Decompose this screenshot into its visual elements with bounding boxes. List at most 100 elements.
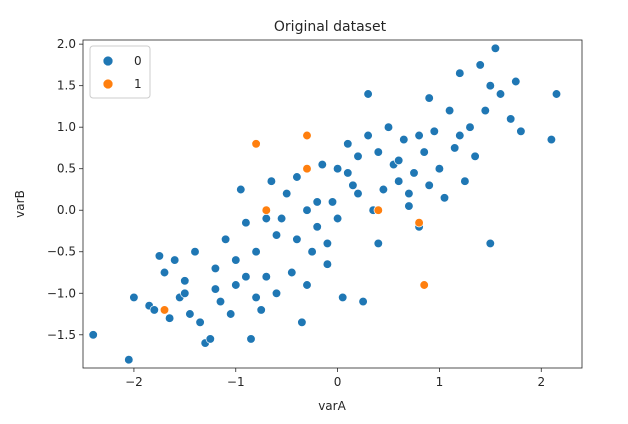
x-axis-label: varA xyxy=(318,399,346,413)
legend: 01 xyxy=(89,45,151,99)
point-series-0 xyxy=(297,317,307,327)
point-series-0 xyxy=(343,139,353,149)
point-series-0 xyxy=(292,172,302,182)
point-series-0 xyxy=(317,159,327,170)
point-series-0 xyxy=(424,93,434,103)
point-series-1 xyxy=(261,205,271,215)
point-series-0 xyxy=(88,330,98,340)
point-series-0 xyxy=(480,105,490,116)
point-series-0 xyxy=(282,188,292,199)
point-series-0 xyxy=(394,155,404,166)
point-series-0 xyxy=(419,147,429,157)
point-series-0 xyxy=(434,164,445,174)
point-series-0 xyxy=(241,218,251,228)
point-series-0 xyxy=(429,126,439,136)
point-series-0 xyxy=(414,130,424,141)
point-series-0 xyxy=(378,184,389,195)
point-series-0 xyxy=(256,305,266,315)
point-series-0 xyxy=(551,89,562,99)
y-tick-label: 2.0 xyxy=(57,37,76,51)
point-series-0 xyxy=(302,205,312,215)
y-tick-label: −0.5 xyxy=(47,245,76,259)
legend-label-1: 1 xyxy=(134,77,142,91)
point-series-0 xyxy=(231,280,241,290)
point-series-0 xyxy=(124,355,134,365)
point-series-0 xyxy=(159,267,170,278)
point-series-0 xyxy=(276,213,287,224)
point-series-0 xyxy=(373,238,383,249)
legend-marker-1 xyxy=(102,78,114,90)
point-series-0 xyxy=(399,134,409,145)
point-series-1 xyxy=(302,130,312,141)
point-series-0 xyxy=(353,151,363,161)
point-series-0 xyxy=(180,276,190,286)
point-series-0 xyxy=(205,334,215,344)
point-series-0 xyxy=(271,288,282,298)
point-series-0 xyxy=(485,81,495,91)
point-series-0 xyxy=(409,168,419,178)
point-series-0 xyxy=(546,134,557,145)
point-series-0 xyxy=(373,147,383,157)
point-series-1 xyxy=(302,164,312,174)
point-series-0 xyxy=(506,114,516,124)
point-series-0 xyxy=(332,213,343,224)
point-series-0 xyxy=(292,234,302,244)
data-points xyxy=(88,43,562,365)
point-series-0 xyxy=(302,280,312,290)
legend-label-0: 0 xyxy=(134,54,142,68)
point-series-0 xyxy=(363,89,373,99)
point-series-0 xyxy=(287,267,297,278)
point-series-0 xyxy=(190,247,200,257)
point-series-0 xyxy=(154,251,165,261)
point-series-0 xyxy=(465,122,475,132)
point-series-0 xyxy=(475,60,485,70)
point-series-0 xyxy=(210,263,221,274)
x-axis: −2 −1 0 1 2 xyxy=(125,368,545,389)
y-axis-label: varB xyxy=(13,190,27,218)
y-axis: −1.5 −1.0 −0.5 0.0 0.5 1.0 1.5 2.0 xyxy=(47,37,83,342)
point-series-0 xyxy=(312,197,322,207)
point-series-0 xyxy=(261,213,271,224)
point-series-0 xyxy=(439,193,450,203)
point-series-0 xyxy=(332,164,343,174)
point-series-0 xyxy=(343,168,353,178)
point-series-1 xyxy=(414,218,424,228)
y-tick-label: 0.5 xyxy=(57,162,76,176)
point-series-0 xyxy=(312,222,322,232)
y-tick-label: −1.5 xyxy=(47,328,76,342)
point-series-0 xyxy=(450,143,460,153)
point-series-0 xyxy=(490,43,501,53)
point-series-1 xyxy=(419,280,429,290)
point-series-0 xyxy=(338,292,348,303)
point-series-0 xyxy=(246,334,256,344)
point-series-0 xyxy=(348,180,358,190)
x-tick-label: 1 xyxy=(436,375,444,389)
point-series-0 xyxy=(455,130,465,141)
x-tick-label: 2 xyxy=(537,375,545,389)
point-series-0 xyxy=(185,309,195,319)
point-series-0 xyxy=(271,230,282,240)
point-series-0 xyxy=(460,176,470,186)
point-series-0 xyxy=(307,247,317,257)
point-series-0 xyxy=(251,247,261,257)
x-tick-label: −2 xyxy=(125,375,143,389)
point-series-0 xyxy=(455,68,465,78)
point-series-1 xyxy=(373,205,383,215)
x-tick-label: −1 xyxy=(227,375,245,389)
point-series-0 xyxy=(210,284,221,294)
point-series-0 xyxy=(231,255,241,265)
point-series-0 xyxy=(215,296,226,307)
point-series-0 xyxy=(170,255,180,265)
point-series-0 xyxy=(470,151,480,161)
point-series-0 xyxy=(353,188,363,199)
point-series-0 xyxy=(261,272,271,282)
y-tick-label: 1.0 xyxy=(57,120,76,134)
point-series-0 xyxy=(195,317,205,327)
y-tick-label: −1.0 xyxy=(47,286,76,300)
point-series-0 xyxy=(424,180,434,190)
point-series-0 xyxy=(236,184,246,195)
point-series-0 xyxy=(251,292,261,303)
point-series-0 xyxy=(129,292,139,303)
point-series-0 xyxy=(164,313,175,323)
